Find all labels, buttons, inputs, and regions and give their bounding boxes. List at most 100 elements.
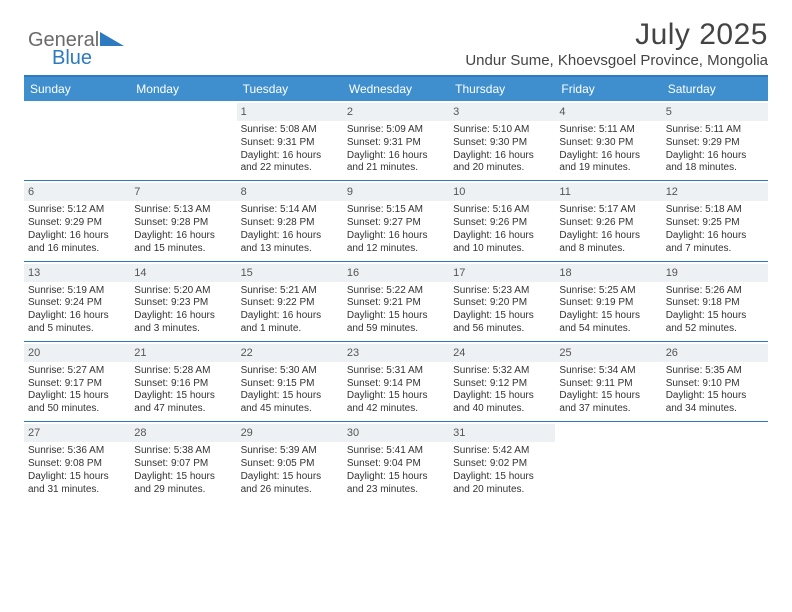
location-line: Undur Sume, Khoevsgoel Province, Mongoli… — [24, 52, 768, 69]
calendar-cell: 21Sunrise: 5:28 AMSunset: 9:16 PMDayligh… — [130, 342, 236, 421]
calendar-cell: 15Sunrise: 5:21 AMSunset: 9:22 PMDayligh… — [237, 262, 343, 341]
day-number: 29 — [237, 424, 343, 442]
daylight-line: Daylight: 16 hours and 22 minutes. — [241, 150, 339, 176]
sunset-line: Sunset: 9:21 PM — [347, 297, 445, 310]
sunrise-line: Sunrise: 5:12 AM — [28, 204, 126, 217]
sunset-line: Sunset: 9:24 PM — [28, 297, 126, 310]
sunrise-line: Sunrise: 5:19 AM — [28, 285, 126, 298]
calendar-week: 13Sunrise: 5:19 AMSunset: 9:24 PMDayligh… — [24, 262, 768, 342]
calendar-cell: 10Sunrise: 5:16 AMSunset: 9:26 PMDayligh… — [449, 181, 555, 260]
sunrise-line: Sunrise: 5:13 AM — [134, 204, 232, 217]
calendar-cell: 28Sunrise: 5:38 AMSunset: 9:07 PMDayligh… — [130, 422, 236, 501]
calendar-grid: 1Sunrise: 5:08 AMSunset: 9:31 PMDaylight… — [24, 101, 768, 501]
sunrise-line: Sunrise: 5:11 AM — [666, 124, 764, 137]
daylight-line: Daylight: 16 hours and 7 minutes. — [666, 230, 764, 256]
sunset-line: Sunset: 9:29 PM — [666, 137, 764, 150]
calendar-cell: 25Sunrise: 5:34 AMSunset: 9:11 PMDayligh… — [555, 342, 661, 421]
day-number: 25 — [555, 344, 661, 362]
sunrise-line: Sunrise: 5:34 AM — [559, 365, 657, 378]
day-number: 12 — [662, 183, 768, 201]
sunset-line: Sunset: 9:30 PM — [559, 137, 657, 150]
sunrise-line: Sunrise: 5:14 AM — [241, 204, 339, 217]
brand-triangle-icon — [100, 32, 124, 46]
calendar-week: 20Sunrise: 5:27 AMSunset: 9:17 PMDayligh… — [24, 342, 768, 422]
daylight-line: Daylight: 15 hours and 20 minutes. — [453, 471, 551, 497]
day-number: 21 — [130, 344, 236, 362]
day-number: 3 — [449, 103, 555, 121]
day-number: 11 — [555, 183, 661, 201]
sunrise-line: Sunrise: 5:39 AM — [241, 445, 339, 458]
calendar-cell — [555, 422, 661, 501]
calendar-cell: 4Sunrise: 5:11 AMSunset: 9:30 PMDaylight… — [555, 101, 661, 180]
sunset-line: Sunset: 9:26 PM — [453, 217, 551, 230]
sunset-line: Sunset: 9:28 PM — [241, 217, 339, 230]
sunset-line: Sunset: 9:08 PM — [28, 458, 126, 471]
sunrise-line: Sunrise: 5:42 AM — [453, 445, 551, 458]
sunset-line: Sunset: 9:22 PM — [241, 297, 339, 310]
daylight-line: Daylight: 15 hours and 56 minutes. — [453, 310, 551, 336]
sunset-line: Sunset: 9:15 PM — [241, 378, 339, 391]
calendar-week: 27Sunrise: 5:36 AMSunset: 9:08 PMDayligh… — [24, 422, 768, 501]
day-number: 7 — [130, 183, 236, 201]
daylight-line: Daylight: 16 hours and 16 minutes. — [28, 230, 126, 256]
sunset-line: Sunset: 9:23 PM — [134, 297, 232, 310]
sunrise-line: Sunrise: 5:11 AM — [559, 124, 657, 137]
sunrise-line: Sunrise: 5:09 AM — [347, 124, 445, 137]
sunset-line: Sunset: 9:26 PM — [559, 217, 657, 230]
sunrise-line: Sunrise: 5:15 AM — [347, 204, 445, 217]
day-number: 24 — [449, 344, 555, 362]
day-number: 28 — [130, 424, 236, 442]
dow-sunday: Sunday — [24, 77, 130, 101]
day-number: 19 — [662, 264, 768, 282]
sunrise-line: Sunrise: 5:28 AM — [134, 365, 232, 378]
daylight-line: Daylight: 15 hours and 45 minutes. — [241, 390, 339, 416]
calendar-week: 1Sunrise: 5:08 AMSunset: 9:31 PMDaylight… — [24, 101, 768, 181]
calendar-cell: 14Sunrise: 5:20 AMSunset: 9:23 PMDayligh… — [130, 262, 236, 341]
daylight-line: Daylight: 15 hours and 59 minutes. — [347, 310, 445, 336]
day-number: 4 — [555, 103, 661, 121]
day-number: 9 — [343, 183, 449, 201]
day-number: 14 — [130, 264, 236, 282]
sunrise-line: Sunrise: 5:32 AM — [453, 365, 551, 378]
sunset-line: Sunset: 9:16 PM — [134, 378, 232, 391]
brand-logo: General Blue — [28, 26, 128, 68]
calendar-cell: 29 Sunrise: 5:39 AMSunset: 9:05 PMDayligh… — [237, 422, 343, 501]
sunset-line: Sunset: 9:18 PM — [666, 297, 764, 310]
sunset-line: Sunset: 9:04 PM — [347, 458, 445, 471]
day-number: 18 — [555, 264, 661, 282]
sunset-line: Sunset: 9:31 PM — [347, 137, 445, 150]
calendar-cell: 23Sunrise: 5:31 AMSunset: 9:14 PMDayligh… — [343, 342, 449, 421]
sunset-line: Sunset: 9:31 PM — [241, 137, 339, 150]
dow-thursday: Thursday — [449, 77, 555, 101]
daylight-line: Daylight: 16 hours and 8 minutes. — [559, 230, 657, 256]
daylight-line: Daylight: 16 hours and 20 minutes. — [453, 150, 551, 176]
dow-friday: Friday — [555, 77, 661, 101]
day-number: 23 — [343, 344, 449, 362]
days-of-week-row: Sunday Monday Tuesday Wednesday Thursday… — [24, 77, 768, 101]
sunrise-line: Sunrise: 5:20 AM — [134, 285, 232, 298]
calendar-cell: 31Sunrise: 5:42 AMSunset: 9:02 PMDayligh… — [449, 422, 555, 501]
day-number: 31 — [449, 424, 555, 442]
sunset-line: Sunset: 9:28 PM — [134, 217, 232, 230]
day-number: 26 — [662, 344, 768, 362]
daylight-line: Daylight: 15 hours and 37 minutes. — [559, 390, 657, 416]
daylight-line: Daylight: 16 hours and 18 minutes. — [666, 150, 764, 176]
sunrise-line: Sunrise: 5:36 AM — [28, 445, 126, 458]
calendar-cell: 1Sunrise: 5:08 AMSunset: 9:31 PMDaylight… — [237, 101, 343, 180]
sunset-line: Sunset: 9:07 PM — [134, 458, 232, 471]
dow-saturday: Saturday — [662, 77, 768, 101]
calendar-cell: 30Sunrise: 5:41 AMSunset: 9:04 PMDayligh… — [343, 422, 449, 501]
sunrise-line: Sunrise: 5:35 AM — [666, 365, 764, 378]
day-number: 20 — [24, 344, 130, 362]
calendar-cell: 13Sunrise: 5:19 AMSunset: 9:24 PMDayligh… — [24, 262, 130, 341]
calendar-cell: 19Sunrise: 5:26 AMSunset: 9:18 PMDayligh… — [662, 262, 768, 341]
page-title: July 2025 — [24, 18, 768, 52]
sunset-line: Sunset: 9:05 PM — [241, 458, 339, 471]
calendar-cell: 11Sunrise: 5:17 AMSunset: 9:26 PMDayligh… — [555, 181, 661, 260]
day-number: 10 — [449, 183, 555, 201]
day-number: 15 — [237, 264, 343, 282]
daylight-line: Daylight: 16 hours and 15 minutes. — [134, 230, 232, 256]
day-number: 1 — [237, 103, 343, 121]
sunrise-line: Sunrise: 5:16 AM — [453, 204, 551, 217]
daylight-line: Daylight: 15 hours and 26 minutes. — [241, 471, 339, 497]
